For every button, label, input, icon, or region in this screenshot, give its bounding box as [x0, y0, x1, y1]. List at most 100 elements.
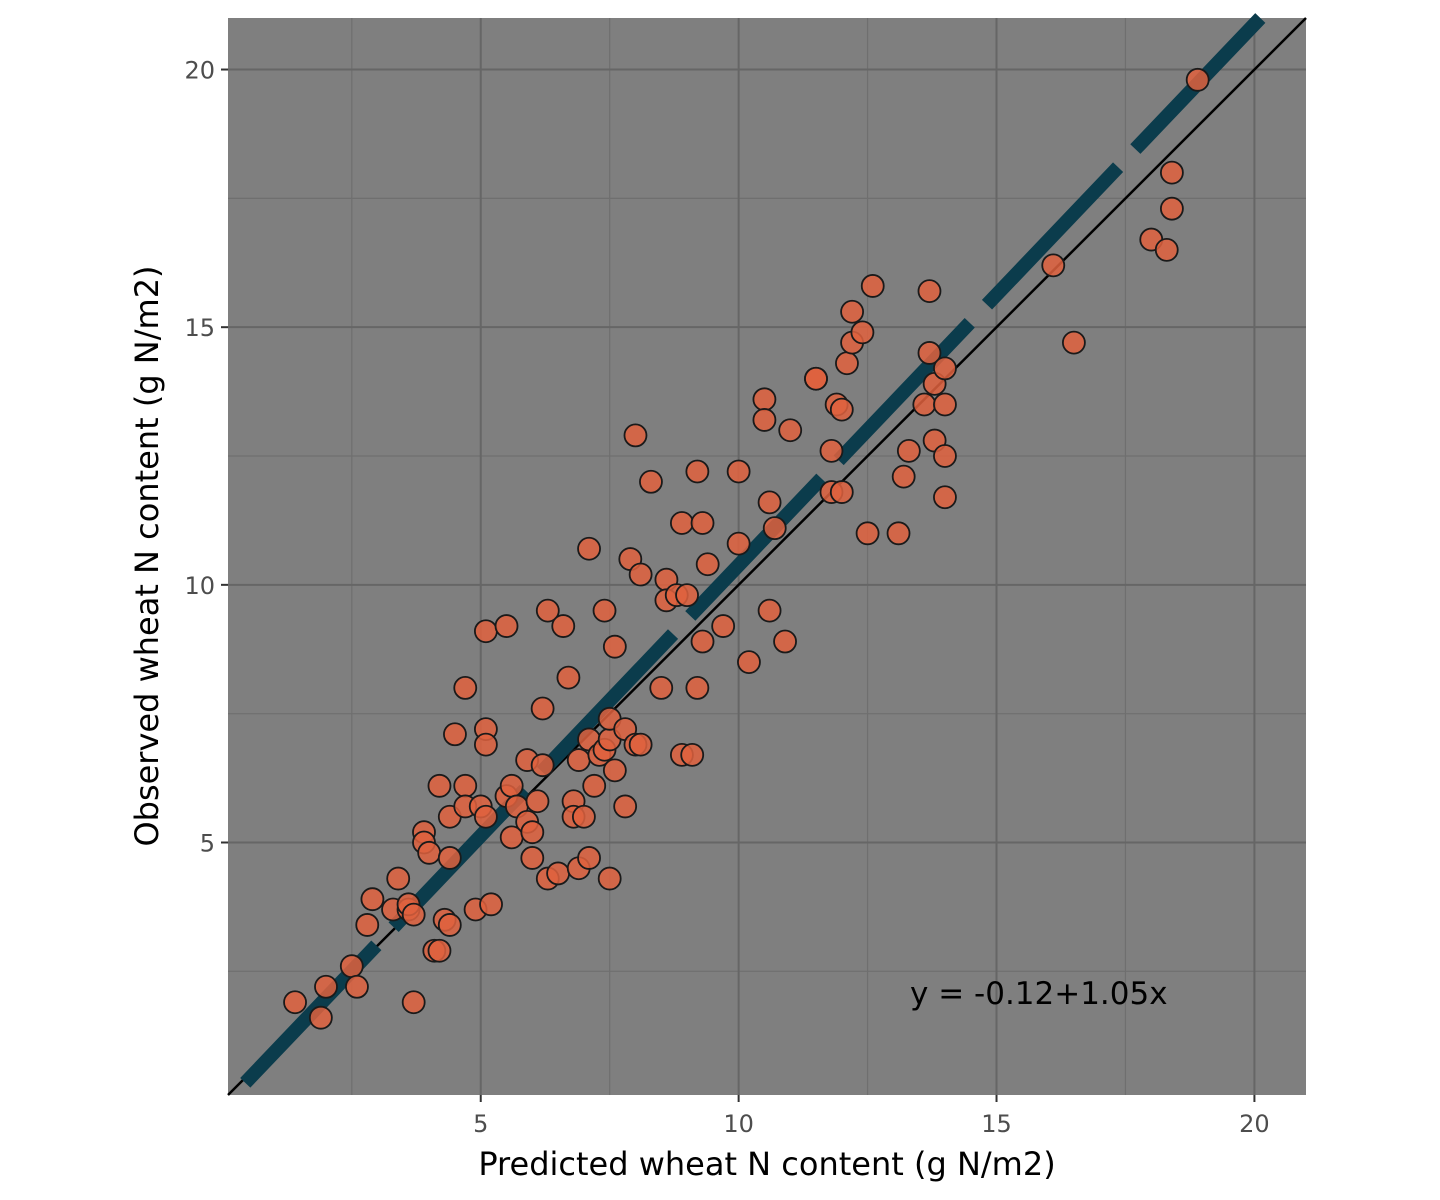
data-point: [613, 794, 638, 819]
x-tick-label: 5: [473, 1110, 488, 1138]
data-point: [757, 598, 782, 623]
data-point: [685, 676, 710, 700]
data-point: [473, 804, 498, 829]
data-point: [437, 846, 462, 870]
data-point: [695, 552, 720, 577]
data-point: [308, 1005, 333, 1030]
data-point: [1041, 253, 1066, 278]
regression-line: [222, 13, 1266, 1106]
data-point: [314, 974, 338, 999]
x-axis-tick-labels: 5 10 15 20: [473, 1110, 1270, 1138]
x-tick-label: 20: [1239, 1110, 1270, 1138]
data-point: [855, 521, 880, 546]
data-point: [443, 722, 467, 747]
data-point: [752, 408, 777, 432]
data-point: [680, 742, 705, 767]
data-point: [1185, 67, 1210, 92]
data-point: [917, 279, 942, 304]
x-axis-ticks: [479, 1095, 1256, 1102]
data-point: [649, 676, 674, 700]
data-point: [417, 840, 442, 865]
y-tick-label: 20: [184, 57, 215, 85]
data-point: [577, 846, 601, 870]
data-point: [850, 320, 875, 345]
data-point: [530, 696, 555, 721]
data-point: [339, 954, 364, 979]
data-point: [669, 511, 694, 535]
data-point: [737, 650, 761, 675]
data-point: [437, 913, 462, 937]
data-point: [597, 866, 622, 891]
data-point: [520, 846, 545, 870]
data-point: [427, 773, 452, 798]
data-point: [592, 598, 617, 623]
data-point: [360, 887, 385, 912]
data-point: [345, 974, 369, 999]
y-axis-ticks: [221, 68, 228, 844]
data-point: [535, 598, 560, 623]
x-tick-label: 15: [981, 1110, 1012, 1138]
data-point: [556, 665, 581, 690]
y-tick-label: 5: [200, 829, 215, 857]
data-point: [685, 459, 710, 484]
data-point: [778, 418, 803, 443]
y-tick-label: 10: [184, 572, 215, 600]
data-point: [711, 614, 736, 638]
data-point: [1154, 237, 1179, 262]
data-point: [829, 397, 854, 422]
data-point: [840, 299, 865, 324]
data-point: [1159, 196, 1184, 221]
data-point: [525, 789, 550, 814]
data-point: [602, 758, 627, 783]
data-point: [933, 392, 957, 417]
data-point: [860, 274, 885, 298]
data-point: [886, 521, 911, 546]
data-point: [283, 990, 307, 1015]
data-point: [566, 748, 591, 772]
data-point: [386, 866, 411, 891]
data-point: [762, 516, 787, 541]
data-point: [628, 732, 653, 757]
y-axis-title: Observed wheat N content (g N/m2): [128, 265, 166, 846]
data-point: [757, 490, 782, 515]
data-point: [551, 614, 576, 638]
data-point: [453, 676, 478, 700]
data-point: [917, 341, 942, 365]
data-point: [690, 511, 715, 535]
data-point: [499, 773, 524, 798]
x-axis-title: Predicted wheat N content (g N/m2): [478, 1145, 1055, 1183]
data-point: [577, 536, 601, 561]
data-point: [473, 732, 498, 757]
y-tick-label: 15: [184, 314, 215, 342]
data-point: [896, 438, 921, 463]
data-point: [602, 634, 627, 659]
data-point: [546, 861, 571, 886]
x-tick-label: 10: [723, 1110, 754, 1138]
data-point: [912, 392, 937, 417]
data-point: [628, 562, 653, 587]
data-point: [355, 913, 380, 937]
data-point: [835, 351, 859, 376]
data-point: [582, 773, 607, 798]
data-point: [639, 469, 663, 494]
data-point: [933, 444, 957, 468]
data-point: [933, 485, 957, 510]
data-point: [773, 629, 797, 654]
data-points: [283, 67, 1210, 1030]
data-point: [530, 753, 555, 778]
data-point: [933, 356, 957, 381]
data-point: [520, 820, 545, 845]
data-point: [1061, 330, 1086, 355]
data-point: [479, 892, 503, 917]
data-point: [494, 614, 519, 638]
data-point: [690, 629, 715, 654]
data-point: [675, 583, 699, 608]
data-point: [473, 619, 498, 644]
regression-equation: y = -0.12+1.05x: [910, 976, 1168, 1012]
data-point: [1159, 160, 1184, 185]
data-point: [726, 531, 751, 556]
data-point: [891, 464, 916, 489]
data-point: [401, 990, 426, 1015]
data-point: [829, 480, 854, 504]
data-point: [804, 366, 828, 391]
